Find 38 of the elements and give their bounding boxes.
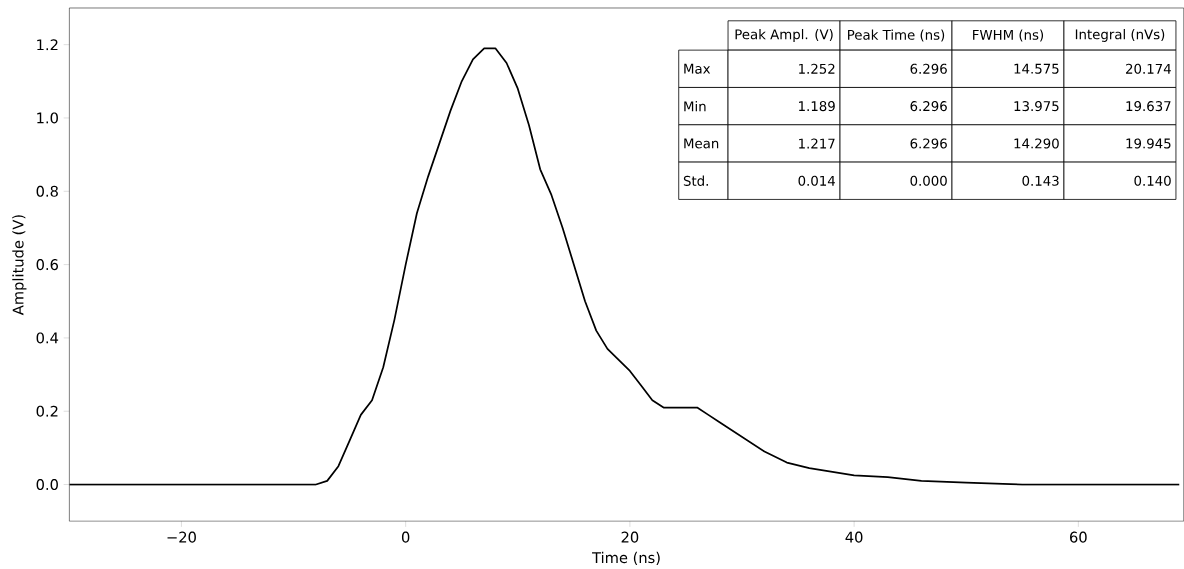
annotation: 14.575 — [1014, 63, 1059, 74]
annotation: 19.637 — [1126, 100, 1171, 111]
y-tick-label: 1.2 — [37, 39, 58, 50]
x-tick-label: −20 — [167, 531, 196, 543]
annotation: 0.143 — [1022, 175, 1059, 186]
y-tick-label: 0.4 — [36, 332, 59, 344]
x-axis-title: Time (ns) — [592, 551, 660, 565]
annotation: 20.174 — [1126, 63, 1171, 74]
x-tick-label: 60 — [1070, 531, 1087, 543]
x-tick-label: 40 — [845, 531, 863, 543]
annotation: Std. — [683, 175, 708, 186]
y-tick-label: 1.0 — [37, 112, 58, 124]
annotation: Integral (nVs) — [1075, 28, 1165, 42]
annotation: 1.189 — [799, 100, 835, 111]
y-tick-label: 0.2 — [36, 405, 58, 417]
y-tick-label: 0.8 — [36, 185, 58, 197]
annotation: 0.000 — [910, 175, 947, 186]
x-tick-label: 20 — [621, 531, 639, 543]
annotation: 19.945 — [1126, 138, 1171, 149]
annotation: Peak Time (ns) — [848, 29, 945, 42]
annotation: 1.217 — [799, 138, 835, 149]
annotation: FWHM (ns) — [973, 29, 1044, 42]
annotation: 0.140 — [1134, 175, 1171, 186]
annotation: 0.014 — [798, 175, 835, 186]
annotation: 6.296 — [910, 63, 947, 74]
annotation: 6.296 — [910, 100, 947, 111]
y-tick-label: 0.0 — [36, 478, 58, 490]
annotation: 1.252 — [799, 63, 835, 74]
x-tick-label: 0 — [401, 531, 410, 543]
y-tick-label: 0.6 — [36, 258, 59, 270]
annotation: 13.975 — [1014, 100, 1059, 111]
annotation: 6.296 — [910, 138, 947, 149]
annotation: Min — [684, 100, 706, 112]
annotation: Mean — [684, 138, 719, 149]
y-axis-title: Amplitude (V) — [12, 215, 27, 315]
annotation: Max — [684, 63, 711, 74]
annotation: 14.290 — [1014, 138, 1059, 149]
annotation: Peak Ampl. (V) — [735, 28, 833, 42]
